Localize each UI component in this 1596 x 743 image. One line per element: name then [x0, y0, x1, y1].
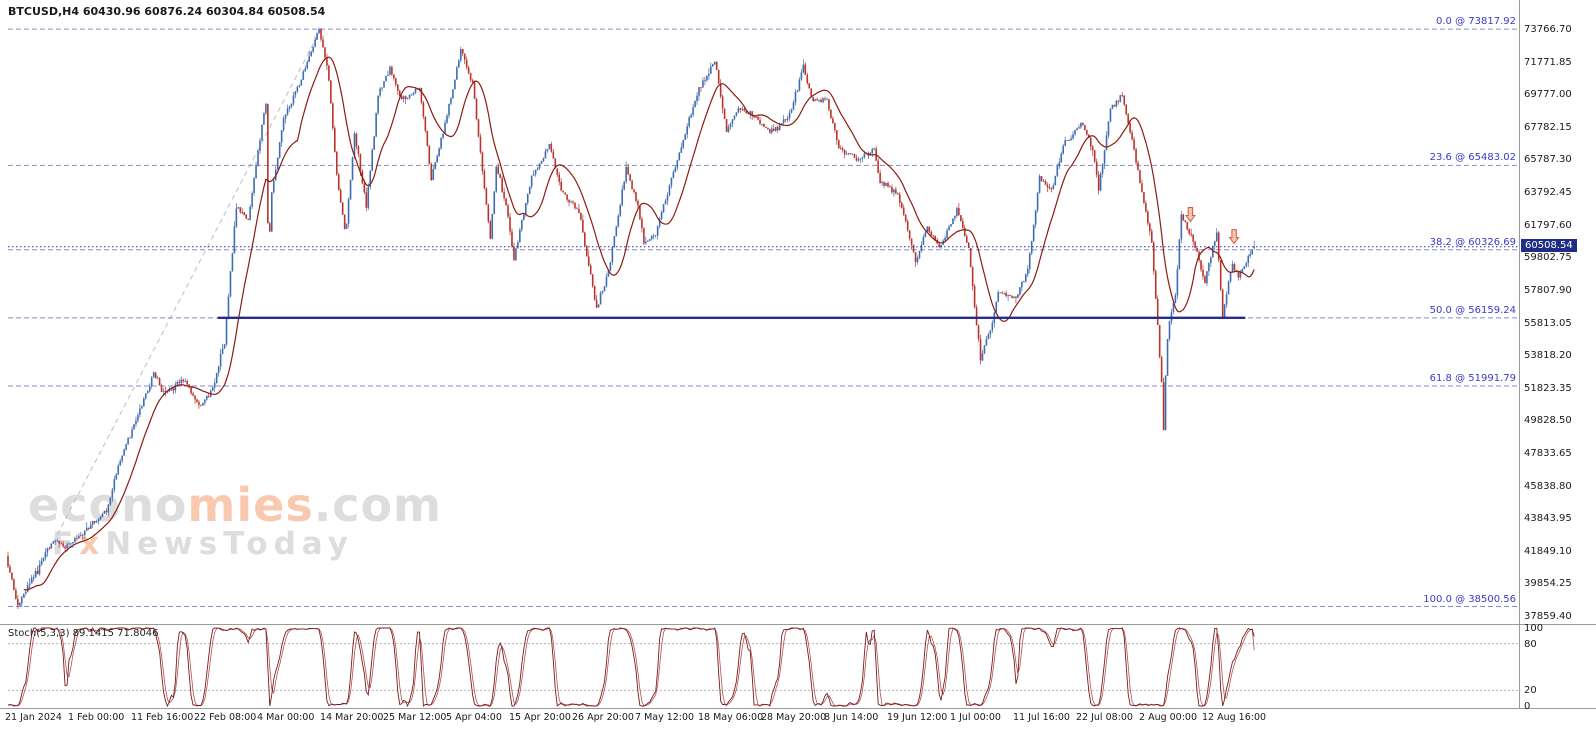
time-axis-label: 19 Jun 12:00: [887, 712, 948, 723]
price-axis-label: 45838.80: [1524, 480, 1572, 492]
stochastic-indicator-label: Stoch(5,3,3) 89.1415 71.8046: [8, 628, 159, 639]
time-axis-label: 22 Feb 08:00: [194, 712, 257, 723]
price-axis-label: 65787.30: [1524, 154, 1572, 166]
time-axis-label: 15 Apr 20:00: [509, 712, 571, 723]
price-axis-label: 61797.60: [1524, 219, 1572, 231]
time-axis-label: 25 Mar 12:00: [383, 712, 447, 723]
stoch-axis-label: 100: [1524, 623, 1544, 634]
fib-level-label: 38.2 @ 60326.69: [1429, 236, 1516, 248]
time-axis-label: 22 Jul 08:00: [1076, 712, 1133, 723]
pane-separators: [0, 0, 1596, 709]
price-axis-label: 71771.85: [1524, 56, 1572, 68]
watermark-line1: economies.com: [28, 482, 442, 529]
watermark-dotcom: .com: [313, 478, 442, 532]
price-axis-label: 57807.90: [1524, 284, 1572, 296]
time-axis-label: 4 Mar 00:00: [257, 712, 315, 723]
stoch-axis-label: 80: [1524, 638, 1537, 650]
price-axis-label: 43843.95: [1524, 513, 1572, 525]
fib-level-label: 100.0 @ 38500.56: [1423, 593, 1516, 605]
time-axis-label: 7 May 12:00: [635, 712, 695, 723]
price-axis-label: 37859.40: [1524, 611, 1572, 622]
fib-level-label: 0.0 @ 73817.92: [1436, 16, 1516, 28]
watermark-newstoday: NewsToday: [105, 525, 354, 562]
price-axis-label: 63792.45: [1524, 187, 1572, 199]
chart-symbol-ohlc-title: BTCUSD,H4 60430.96 60876.24 60304.84 605…: [8, 5, 326, 18]
price-axis-label: 73766.70: [1524, 24, 1572, 35]
sell-arrows[interactable]: [1184, 207, 1240, 245]
sell-arrow-icon[interactable]: [1184, 207, 1196, 223]
economies-watermark: economies.com FxNewsToday: [28, 482, 442, 561]
time-axis-label: 26 Apr 20:00: [572, 712, 634, 723]
time-axis-label: 2 Aug 00:00: [1139, 712, 1198, 723]
stochastic-indicator[interactable]: [7, 627, 1518, 708]
time-axis-label: 28 May 20:00: [761, 712, 827, 723]
sell-arrow-icon[interactable]: [1228, 229, 1240, 245]
price-axis-label: 39854.25: [1524, 578, 1572, 590]
fib-level-label: 23.6 @ 65483.02: [1429, 152, 1516, 164]
stoch-axis-label: 20: [1524, 685, 1537, 697]
stoch-main-line: [7, 627, 1255, 708]
time-axis-label: 11 Jul 16:00: [1013, 712, 1070, 723]
price-axis-label: 59802.75: [1524, 252, 1572, 264]
watermark-mies: mies: [187, 478, 314, 532]
time-axis-label: 14 Mar 20:00: [320, 712, 384, 723]
price-axis-label: 47833.65: [1524, 447, 1572, 459]
time-axis-label: 21 Jan 2024: [5, 712, 62, 723]
fib-level-label: 61.8 @ 51991.79: [1429, 372, 1516, 384]
price-axis-label: 41849.10: [1524, 545, 1572, 557]
fib-level-label: 50.0 @ 56159.24: [1429, 304, 1516, 316]
stoch-axis-label: 0: [1524, 701, 1531, 712]
time-axis-label: 1 Feb 00:00: [68, 712, 125, 723]
time-axis-label: 8 Jun 14:00: [824, 712, 879, 723]
price-axis-label: 51823.35: [1524, 382, 1572, 394]
price-axis-label: 69777.00: [1524, 89, 1572, 101]
price-axis-label: 49828.50: [1524, 415, 1572, 427]
time-axis-label: 12 Aug 16:00: [1202, 712, 1267, 723]
fib-retracement[interactable]: [8, 28, 1518, 608]
time-axis-label: 1 Jul 00:00: [950, 712, 1001, 723]
time-axis-label: 5 Apr 04:00: [446, 712, 502, 723]
watermark-line2: FxNewsToday: [52, 525, 442, 562]
price-axis-label: 67782.15: [1524, 121, 1572, 133]
current-price-tag: 60508.54: [1521, 238, 1577, 252]
stoch-signal-line: [7, 627, 1255, 707]
price-axis-label: 53818.20: [1524, 350, 1572, 362]
time-axis-label: 18 May 06:00: [698, 712, 764, 723]
time-axis-label: 11 Feb 16:00: [131, 712, 194, 723]
moving-average-line: [23, 56, 1255, 591]
price-axis-label: 55813.05: [1524, 317, 1572, 329]
watermark-econo: econo: [28, 478, 188, 532]
